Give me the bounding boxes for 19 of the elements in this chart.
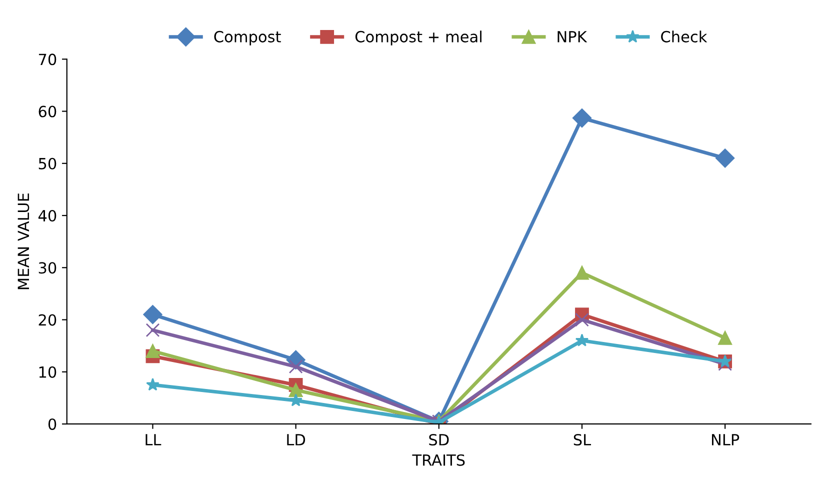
x-tick-label: SL xyxy=(574,434,592,446)
x-tick-label: LL xyxy=(146,434,162,446)
y-tick-label: 0 xyxy=(48,418,56,430)
y-tick-label: 30 xyxy=(38,262,56,274)
y-tick-label: 20 xyxy=(38,314,56,326)
legend-label: Check xyxy=(661,30,708,42)
y-tick-label: 60 xyxy=(38,106,56,118)
x-tick-label: NLP xyxy=(712,434,740,446)
y-tick-label: 10 xyxy=(39,366,56,378)
legend-label: Compost + meal xyxy=(355,30,482,46)
y-tick-label: 70 xyxy=(38,54,56,66)
y-tick-label: 50 xyxy=(38,158,56,170)
y-tick-label: 40 xyxy=(38,210,56,222)
x-axis-title: TRAITS xyxy=(412,454,465,466)
legend-label: Compost xyxy=(214,30,281,46)
x-tick-label: SD xyxy=(429,434,449,446)
y-axis-title: MEAN VALUE xyxy=(18,194,30,290)
x-tick-label: LD xyxy=(287,434,306,446)
legend-label: NPK xyxy=(558,31,588,42)
